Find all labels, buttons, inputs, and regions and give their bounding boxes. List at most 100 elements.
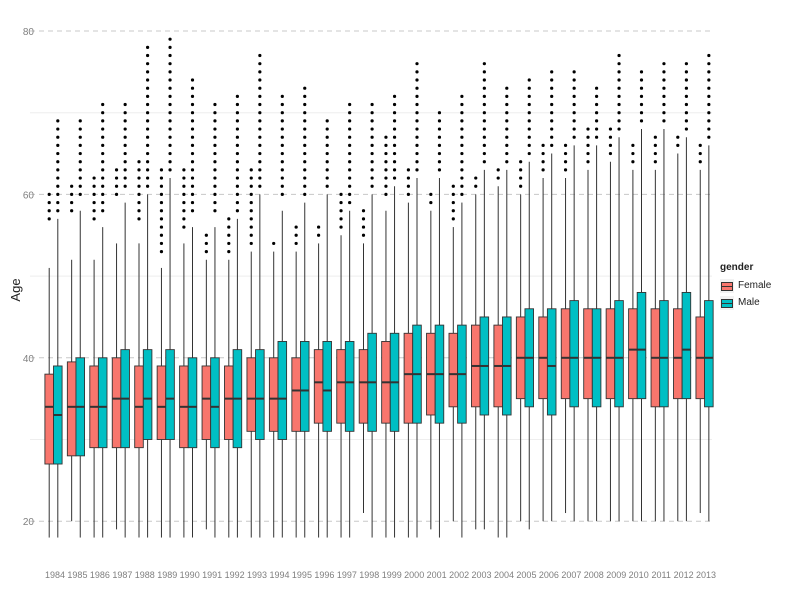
outlier-point [258, 151, 262, 156]
outlier-point [56, 192, 60, 196]
outlier-point [384, 184, 388, 188]
outlier-point [235, 160, 239, 164]
x-tick-label: 2009 [606, 570, 626, 580]
box-male [344, 341, 355, 432]
outlier-point [684, 119, 689, 123]
outlier-point [213, 184, 217, 188]
outlier-point [325, 184, 329, 188]
outlier-point [146, 70, 150, 74]
outlier-point [339, 217, 343, 221]
outlier-point [631, 151, 635, 156]
outlier-point [190, 94, 195, 98]
outlier-point [586, 127, 590, 131]
outlier-point [168, 111, 172, 115]
outlier-point [384, 151, 388, 156]
outlier-point [303, 111, 307, 115]
outlier-point [47, 217, 51, 221]
outlier-point [92, 217, 96, 221]
outlier-point [78, 119, 82, 123]
outlier-point [213, 151, 217, 156]
outlier-point [249, 209, 253, 213]
outlier-point [182, 200, 186, 205]
outlier-point [370, 119, 374, 123]
outlier-point [101, 184, 105, 188]
outlier-point [550, 102, 554, 107]
outlier-point [348, 143, 352, 147]
outlier-point [114, 192, 119, 196]
outlier-point [541, 160, 545, 164]
outlier-point [653, 135, 657, 139]
box-female [560, 308, 571, 400]
x-tick-label: 1984 [45, 570, 65, 580]
outlier-point [258, 176, 262, 180]
outlier-point [168, 127, 172, 131]
outlier-point [146, 151, 150, 156]
outlier-point [384, 135, 388, 139]
x-tick-label: 1986 [90, 570, 110, 580]
outlier-point [608, 151, 613, 156]
outlier-point [78, 143, 82, 147]
outlier-point [639, 86, 644, 90]
box-female [673, 308, 683, 400]
outlier-point [563, 160, 568, 164]
outlier-point [235, 176, 239, 180]
x-tick-label: 1995 [292, 570, 312, 580]
outlier-point [684, 102, 689, 107]
outlier-point [595, 127, 599, 131]
outlier-point [325, 160, 329, 164]
outlier-point [190, 151, 195, 156]
outlier-point [303, 192, 307, 196]
outlier-point [159, 241, 164, 246]
outlier-point [482, 94, 486, 98]
outlier-point [78, 127, 82, 131]
outlier-point [190, 184, 195, 188]
outlier-point [707, 127, 711, 131]
outlier-point [595, 119, 599, 123]
box-male [300, 341, 310, 432]
outlier-point [361, 217, 366, 221]
outlier-point [684, 127, 689, 131]
outlier-point [146, 143, 150, 147]
box-female [66, 361, 77, 457]
outlier-point [429, 192, 433, 196]
outlier-point [137, 160, 141, 164]
box-male [546, 308, 557, 416]
outlier-point [56, 151, 60, 156]
outlier-point [563, 143, 568, 147]
outlier-point [392, 94, 397, 98]
outlier-point [159, 176, 164, 180]
outlier-point [92, 176, 96, 180]
outlier-point [123, 102, 127, 107]
outlier-point [460, 184, 464, 188]
outlier-point [56, 143, 60, 147]
outlier-point [460, 143, 464, 147]
outlier-point [280, 176, 284, 180]
outlier-point [190, 111, 195, 115]
outlier-point [460, 168, 464, 172]
outlier-point [676, 143, 680, 147]
outlier-point [325, 127, 329, 131]
x-tick-label: 2001 [427, 570, 447, 580]
outlier-point [563, 168, 568, 172]
outlier-point [235, 111, 239, 115]
outlier-point [698, 143, 702, 147]
y-axis-label: Age [8, 278, 23, 301]
outlier-point [595, 94, 599, 98]
outlier-point [519, 184, 523, 188]
outlier-point [348, 111, 352, 115]
outlier-point [235, 184, 239, 188]
outlier-point [460, 160, 464, 164]
outlier-point [280, 111, 284, 115]
outlier-point [392, 119, 397, 123]
outlier-point [235, 192, 239, 196]
outlier-point [348, 184, 352, 188]
outlier-point [317, 233, 321, 237]
outlier-point [361, 225, 366, 229]
outlier-point [56, 119, 60, 123]
outlier-point [235, 168, 239, 172]
x-tick-label: 1987 [112, 570, 132, 580]
outlier-point [258, 78, 262, 82]
outlier-point [123, 111, 127, 115]
outlier-point [586, 135, 590, 139]
